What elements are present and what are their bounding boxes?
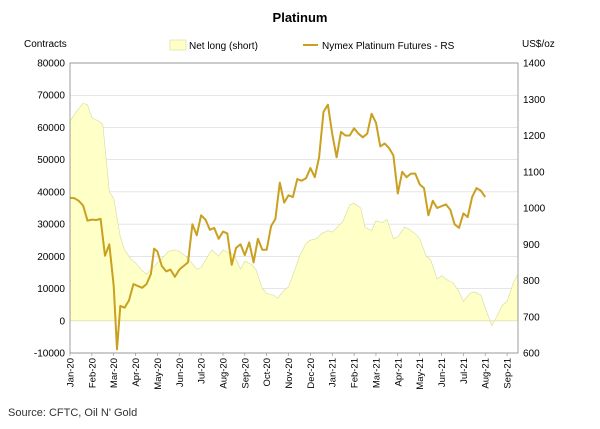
x-tick-label: Mar-20	[109, 358, 120, 388]
x-tick-label: May-20	[153, 358, 164, 390]
left-tick-label: -10000	[34, 349, 66, 360]
chart-title: Platinum	[273, 10, 328, 25]
plot-frame	[69, 62, 519, 354]
x-tick-label: Apr-20	[131, 358, 142, 387]
net-long-area	[69, 102, 519, 327]
x-tick-label: Dec-20	[306, 358, 317, 389]
x-tick-label: Aug-21	[481, 358, 492, 389]
x-tick-label: Jul-20	[197, 358, 208, 384]
legend: Net long (short) Nymex Platinum Futures …	[169, 39, 455, 52]
right-tick-label: 1000	[523, 204, 546, 215]
right-tick-label: 600	[523, 349, 540, 360]
x-tick-label: Jun-20	[175, 358, 186, 387]
left-tick-label: 50000	[37, 155, 65, 166]
x-tick-label: Jul-21	[459, 358, 470, 384]
legend-swatch-net-long	[169, 39, 187, 51]
x-tick-label: Jun-21	[437, 358, 448, 387]
right-axis-ticks: 600 700 800 900 1000 1100 1200 1300 1400	[523, 59, 546, 360]
right-tick-label: 900	[523, 240, 540, 251]
x-tick-label: May-21	[415, 358, 426, 390]
legend-label-price: Nymex Platinum Futures - RS	[322, 41, 455, 52]
left-tick-label: 20000	[37, 252, 65, 263]
x-tick-label: Mar-21	[371, 358, 382, 388]
left-tick-label: 10000	[37, 284, 65, 295]
right-tick-label: 1400	[523, 59, 546, 70]
left-tick-label: 40000	[37, 187, 65, 198]
right-tick-label: 1100	[523, 167, 545, 178]
x-tick-label: Feb-20	[87, 358, 98, 388]
left-tick-label: 30000	[37, 220, 65, 231]
x-tick-label: Aug-20	[218, 358, 229, 389]
right-axis-label: US$/oz	[522, 39, 555, 50]
x-tick-label: Jan-20	[66, 358, 77, 387]
x-tick-label: Nov-20	[284, 358, 295, 389]
left-tick-label: 60000	[37, 123, 65, 134]
x-tick-label: Sep-20	[240, 358, 251, 389]
left-tick-label: 0	[59, 316, 65, 327]
left-axis-ticks: -10000 0 10000 20000 30000 40000 50000 60000 700…	[34, 59, 66, 360]
source-note: Source: CFTC, Oil N' Gold	[8, 407, 138, 419]
right-tick-label: 800	[523, 276, 540, 287]
x-tick-label: Apr-21	[393, 358, 404, 387]
x-tick-label: Oct-20	[262, 358, 273, 387]
x-tick-label: Feb-21	[350, 358, 361, 388]
left-tick-label: 80000	[37, 59, 65, 70]
x-tick-label: Sep-21	[503, 358, 514, 389]
legend-label-net-long: Net long (short)	[189, 41, 258, 52]
right-tick-label: 700	[523, 312, 540, 323]
platinum-price-line	[69, 103, 487, 351]
right-tick-label: 1300	[523, 95, 546, 106]
x-tick-label: Jan-21	[328, 358, 339, 387]
right-tick-label: 1200	[523, 131, 546, 142]
left-axis-label: Contracts	[24, 39, 67, 50]
left-tick-label: 70000	[37, 91, 65, 102]
x-axis-ticks: Jan-20 Feb-20 Mar-20 Apr-20 May-20 Jun-20 Jul-…	[66, 353, 514, 390]
